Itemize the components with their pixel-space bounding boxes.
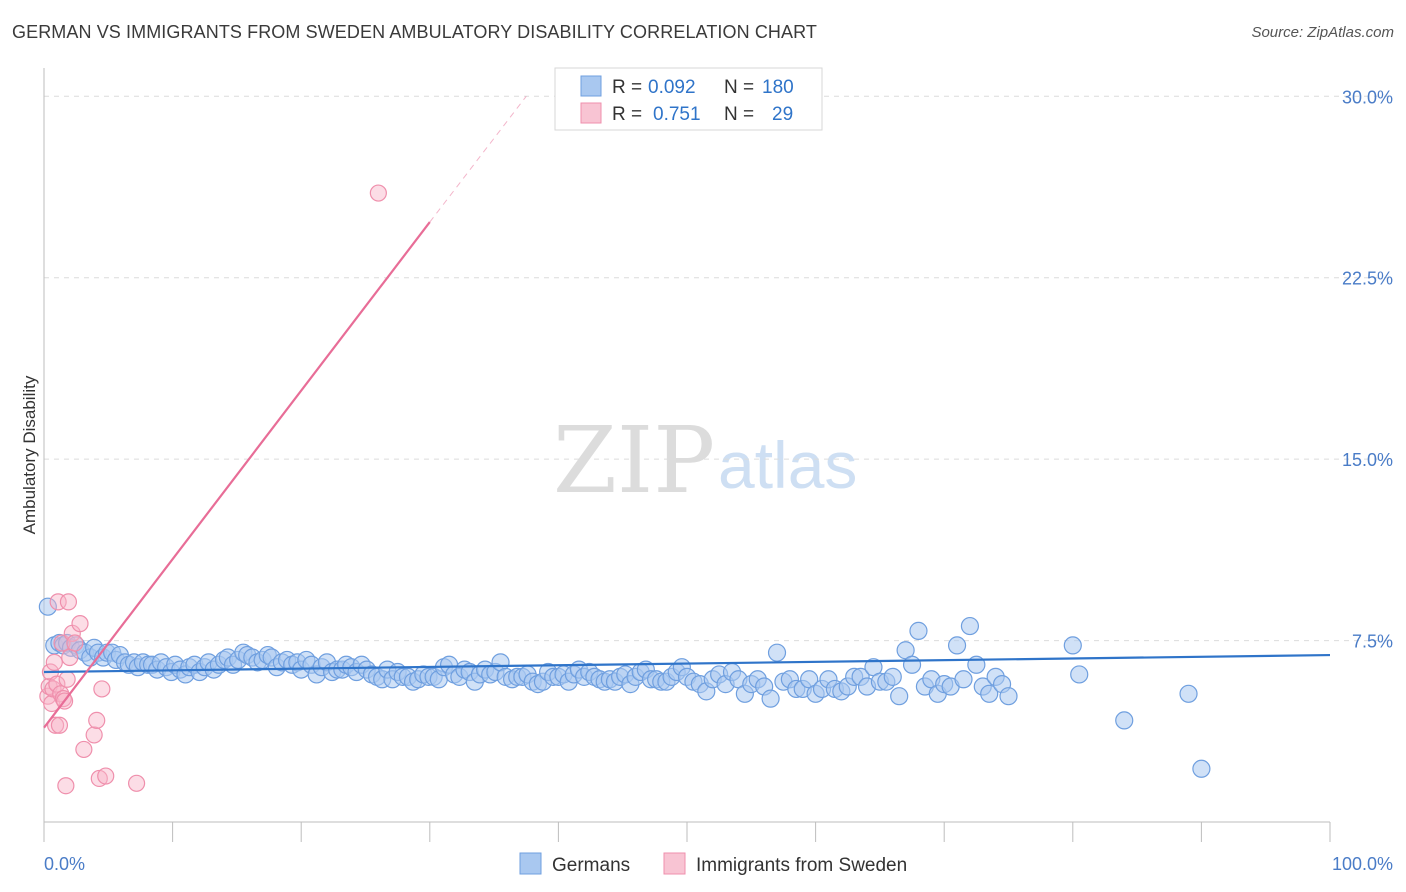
- trend-line: [43, 653, 1331, 674]
- x-tick-label-max: 100.0%: [1332, 854, 1393, 874]
- x-tick-label-min: 0.0%: [44, 854, 85, 874]
- data-point: [369, 184, 387, 202]
- legend-n-label-1: N =: [724, 77, 754, 98]
- bottom-legend-swatch-germans: [519, 852, 542, 875]
- data-point: [767, 643, 787, 662]
- data-point: [71, 615, 89, 633]
- data-point: [947, 636, 967, 655]
- data-point: [883, 667, 902, 686]
- data-point: [48, 675, 66, 693]
- legend-r-value-1: 0.092: [648, 77, 696, 98]
- data-point: [890, 687, 909, 706]
- data-point: [1115, 711, 1134, 730]
- data-point: [59, 593, 78, 611]
- trend-line: [43, 221, 431, 729]
- data-point: [97, 767, 115, 785]
- data-point: [50, 716, 69, 734]
- stats-legend: R = 0.092 N = 180 R = 0.751 N = 29: [554, 67, 823, 131]
- legend-r-label-2: R =: [612, 104, 642, 125]
- data-point: [1179, 684, 1198, 703]
- legend-n-value-2: 29: [772, 104, 793, 125]
- legend-n-value-1: 180: [762, 77, 794, 98]
- data-point: [75, 740, 93, 759]
- data-point: [1070, 665, 1089, 684]
- y-tick-label: 15.0%: [1342, 450, 1393, 470]
- bottom-legend-swatch-sweden: [663, 852, 686, 875]
- series-sweden-points: [39, 184, 387, 795]
- data-point: [1063, 636, 1082, 655]
- legend-r-label-1: R =: [612, 77, 642, 98]
- data-point: [960, 616, 980, 636]
- data-point: [127, 774, 146, 792]
- data-point: [57, 777, 75, 795]
- source-label: Source: ZipAtlas.com: [1251, 24, 1394, 41]
- data-point: [761, 689, 780, 708]
- bottom-legend-sweden: Immigrants from Sweden: [696, 855, 907, 876]
- trend-lines: [43, 95, 1331, 729]
- watermark: ZIP atlas: [553, 407, 857, 514]
- data-point: [980, 684, 999, 703]
- y-tick-label: 30.0%: [1342, 87, 1393, 107]
- data-point: [1192, 759, 1211, 778]
- legend-swatch-sweden: [580, 102, 602, 124]
- series-legend: Germans Immigrants from Sweden: [519, 852, 907, 876]
- data-point: [999, 687, 1018, 706]
- data-point: [58, 670, 76, 688]
- trend-line-extension: [429, 95, 527, 223]
- y-axis-title: Ambulatory Disability: [20, 375, 39, 534]
- data-point: [85, 726, 103, 744]
- y-tick-labels: 7.5% 15.0% 22.5% 30.0%: [1342, 87, 1393, 651]
- series-germans-points: [38, 597, 1211, 778]
- data-point: [61, 648, 79, 667]
- data-point: [46, 716, 65, 734]
- watermark-zip: ZIP: [553, 407, 715, 514]
- axes: [43, 68, 1331, 842]
- data-point: [38, 597, 57, 616]
- chart-title: GERMAN VS IMMIGRANTS FROM SWEDEN AMBULAT…: [12, 22, 817, 42]
- grid-lines: [44, 95, 1392, 642]
- bottom-legend-germans: Germans: [552, 855, 630, 876]
- data-point: [909, 621, 928, 640]
- watermark-atlas: atlas: [718, 428, 857, 502]
- data-point: [45, 653, 63, 671]
- data-point: [902, 655, 922, 674]
- data-point: [93, 680, 111, 698]
- legend-n-label-2: N =: [724, 104, 754, 125]
- y-tick-label: 7.5%: [1352, 632, 1393, 652]
- legend-swatch-germans: [580, 75, 602, 97]
- data-point: [954, 670, 973, 689]
- y-tick-label: 22.5%: [1342, 269, 1393, 289]
- data-point: [88, 711, 106, 730]
- data-point: [66, 634, 84, 652]
- legend-r-value-2: 0.751: [653, 104, 701, 125]
